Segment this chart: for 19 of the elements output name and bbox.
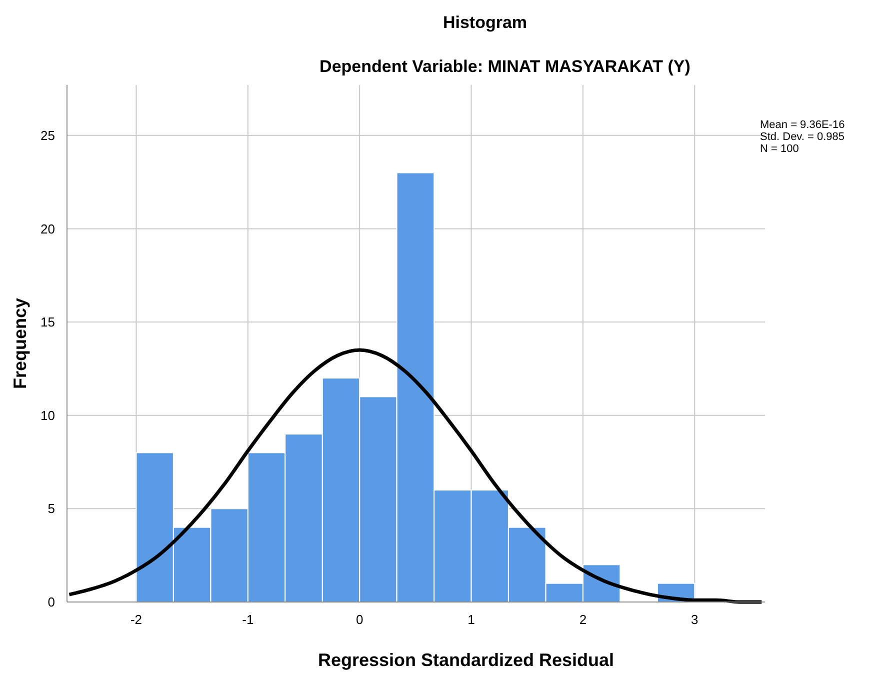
y-tick-label: 20: [40, 221, 55, 236]
x-tick-label: 2: [579, 612, 587, 627]
chart-title: Histogram: [442, 13, 528, 32]
x-tick-label: -1: [242, 612, 254, 627]
y-tick-label: 0: [48, 594, 55, 610]
annotation: N = 100: [760, 143, 799, 155]
x-tick-label: 3: [691, 612, 698, 627]
annotation: Mean = 9.36E-16: [760, 119, 845, 131]
y-tick-label: 15: [40, 314, 55, 330]
y-axis-title: Frequency: [10, 298, 30, 390]
x-tick-label: -2: [130, 612, 142, 627]
chart-subtitle: Dependent Variable: MINAT MASYARAKAT (Y): [320, 57, 690, 76]
y-tick-label: 5: [48, 501, 55, 516]
x-axis-title: Regression Standardized Residual: [318, 650, 614, 670]
y-tick-label: 25: [40, 128, 55, 143]
annotation: Std. Dev. = 0.985: [760, 131, 844, 143]
x-tick-label: 0: [356, 612, 364, 627]
x-tick-label: 1: [468, 612, 475, 627]
y-tick-label: 10: [40, 408, 55, 423]
